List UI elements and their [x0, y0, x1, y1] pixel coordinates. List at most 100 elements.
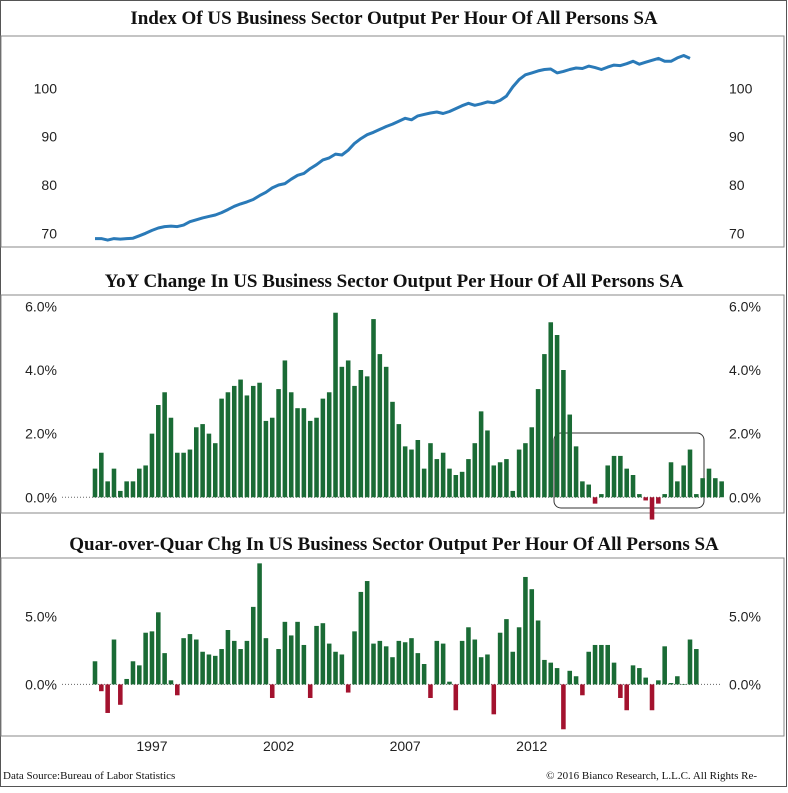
panel-3-ytick-left-1: 5.0%: [25, 608, 57, 624]
panel-2-bar: [390, 401, 395, 498]
panel-3-bar: [333, 651, 338, 685]
panel-3-bar: [194, 639, 199, 685]
panel-3-bar: [649, 684, 655, 711]
panel-1-ytick-left-3: 100: [34, 80, 58, 96]
panel-3-bar: [187, 634, 193, 685]
panel-3-bar: [599, 644, 604, 685]
panel-3-bar: [269, 684, 275, 698]
panel-3-bar: [263, 638, 269, 685]
panel-2-bar: [567, 414, 573, 498]
panel-3-bar: [377, 640, 383, 685]
panel-3-bar: [92, 661, 98, 685]
panel-3-bar: [364, 581, 370, 685]
panel-3-title: Quar-over-Quar Chg In US Business Sector…: [69, 534, 719, 555]
panel-3-bar: [681, 684, 686, 685]
panel-2-bar: [295, 408, 300, 498]
panel-3-bar: [156, 612, 161, 685]
panel-3-bar: [390, 657, 395, 685]
panel-2-ytick-right-0: 0.0%: [729, 489, 761, 505]
panel-3-bar: [295, 621, 300, 685]
panel-3-bar: [491, 684, 497, 715]
index-series-line: [95, 54, 691, 242]
panel-2-bar: [548, 322, 554, 498]
panel-2-bar: [592, 497, 598, 504]
panel-2-bar: [523, 443, 528, 498]
panel-3-ytick-right-0: 0.0%: [729, 676, 761, 692]
panel-3-bar: [440, 643, 446, 685]
panel-3-bar: [516, 627, 522, 685]
panel-2-bar: [428, 443, 433, 498]
panel-3-bar: [478, 657, 484, 685]
panel-2-bar: [706, 468, 712, 498]
panel-3-bar: [206, 654, 212, 685]
panel-2-ytick-right-3: 6.0%: [729, 298, 761, 314]
panel-2-bar: [529, 427, 535, 498]
panel-3-bar: [371, 643, 376, 685]
panel-3-bar: [396, 640, 402, 685]
panel-2-bar: [333, 312, 338, 498]
panel-1-ytick-left-2: 90: [41, 129, 57, 145]
panel-2-bar: [105, 481, 110, 498]
panel-3-bar: [535, 620, 541, 685]
panel-2-bar: [605, 465, 610, 498]
panel-3-bar: [137, 665, 142, 685]
x-tick-3: 2012: [516, 738, 547, 754]
panel-3-bar: [523, 576, 528, 685]
panel-2-bar: [364, 376, 370, 498]
panel-3-bar: [687, 639, 693, 685]
panel-1-ytick-left-1: 80: [41, 177, 57, 193]
panel-2-bar: [276, 389, 281, 498]
panel-2-bar: [231, 385, 237, 498]
panel-2-bar: [206, 433, 212, 498]
panel-2-bar: [516, 449, 522, 498]
panel-2-bar: [681, 465, 686, 498]
panel-2-ytick-left-2: 4.0%: [25, 362, 57, 378]
panel-3-bar: [624, 684, 629, 711]
panel-3-bar: [276, 649, 281, 685]
panel-2-bar: [377, 354, 383, 498]
panel-3-bar: [453, 684, 459, 711]
panel-2-bar: [194, 427, 199, 498]
panel-2-bar: [371, 319, 376, 498]
panel-3-bar: [200, 651, 205, 685]
panel-2-bar: [497, 462, 503, 498]
panel-2-bar: [624, 468, 629, 498]
panel-3-bar: [118, 684, 123, 705]
panel-2-bar: [459, 471, 465, 498]
panel-3-bar: [225, 630, 231, 685]
panel-2-bar: [118, 490, 123, 498]
panel-2-bar: [643, 497, 648, 501]
panel-2-bar: [149, 433, 155, 498]
panel-2-bar: [618, 455, 623, 498]
panel-3-bar: [656, 680, 661, 685]
panel-2-bar: [92, 468, 98, 498]
panel-3-bar: [466, 627, 471, 685]
panel-2-bar: [263, 420, 269, 498]
panel-3-bar: [561, 684, 566, 730]
panel-2-bar: [168, 417, 174, 498]
panel-2-bar: [326, 392, 332, 498]
panel-1-ytick-right-2: 90: [729, 129, 745, 145]
panel-2-bar: [124, 481, 129, 498]
panel-3-plot: 0.0% 0.0% 5.0% 5.0% 1997 2002 2007 2012: [25, 563, 761, 754]
panel-2-bar: [257, 382, 262, 498]
panel-2-bar: [358, 370, 364, 498]
panel-3-bar: [175, 684, 180, 696]
panel-2-bar: [599, 494, 604, 498]
panel-3-bar: [428, 684, 433, 698]
panel-2-bar: [510, 490, 516, 498]
panel-2-bar: [175, 452, 180, 498]
panel-2-bar: [396, 424, 402, 498]
panel-2-bar: [301, 408, 307, 498]
panel-2-bar: [440, 452, 446, 498]
panel-3-bar: [529, 589, 535, 685]
panel-2-bar: [137, 468, 142, 498]
panel-2-bar: [130, 481, 136, 498]
panel-3-bar: [244, 640, 250, 685]
panel-3-bar: [447, 681, 452, 685]
panel-3-bar: [434, 640, 440, 685]
panel-2-bar: [586, 484, 591, 498]
panel-3-bar: [611, 662, 617, 685]
panel-2-bar: [719, 481, 724, 498]
panel-2-bar: [668, 462, 674, 498]
